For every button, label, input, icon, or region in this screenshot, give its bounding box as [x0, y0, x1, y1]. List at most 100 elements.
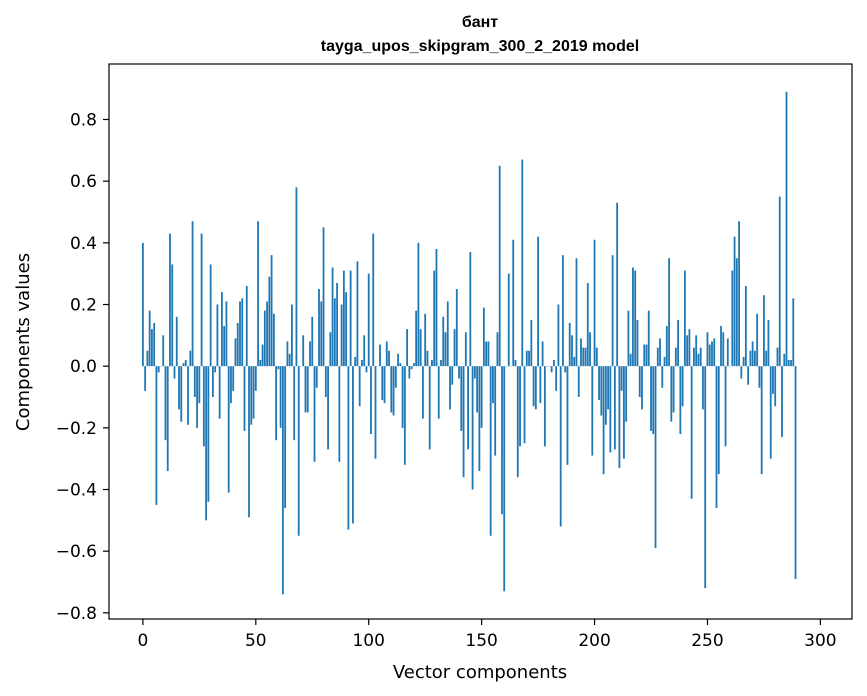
bar-133 [442, 316, 445, 367]
bar-170 [525, 350, 528, 367]
bar-23 [193, 366, 196, 397]
bar-181 [550, 366, 553, 373]
bar-205 [604, 366, 607, 425]
bar-9 [162, 335, 165, 367]
bar-231 [663, 356, 666, 367]
bar-68 [295, 187, 298, 367]
x-tick-label: 200 [578, 631, 610, 651]
bar-190 [571, 335, 573, 367]
bar-55 [266, 301, 268, 367]
bar-271 [753, 350, 756, 367]
bar-274 [760, 366, 763, 475]
bar-101 [370, 366, 372, 434]
bar-83 [329, 332, 332, 367]
bar-46 [245, 286, 248, 367]
bar-172 [530, 319, 533, 367]
bar-92 [349, 270, 352, 367]
bar-115 [401, 366, 404, 428]
bar-13 [171, 264, 174, 367]
bar-88 [340, 304, 343, 367]
bar-275 [763, 295, 765, 367]
bar-147 [473, 366, 476, 379]
bar-288 [792, 298, 795, 367]
bar-109 [388, 350, 390, 367]
bar-266 [742, 356, 745, 367]
bar-253 [713, 338, 716, 367]
bar-42 [236, 323, 239, 367]
bar-87 [338, 366, 341, 462]
bar-91 [347, 366, 350, 530]
bar-59 [275, 366, 278, 441]
y-tick-label: 0.4 [70, 234, 97, 254]
bar-279 [772, 366, 774, 394]
bar-14 [173, 366, 176, 379]
bar-192 [575, 258, 578, 367]
bar-63 [284, 366, 287, 508]
bar-123 [419, 329, 422, 367]
bar-72 [304, 366, 307, 413]
bar-227 [654, 366, 657, 549]
bar-73 [306, 366, 309, 413]
bar-155 [492, 366, 494, 404]
bar-40 [232, 366, 235, 391]
bar-130 [435, 249, 438, 367]
bar-107 [383, 366, 386, 404]
bar-21 [189, 350, 192, 367]
x-tick-label: 0 [137, 631, 148, 651]
bar-238 [679, 366, 682, 434]
bar-117 [406, 329, 409, 367]
bar-151 [482, 307, 485, 367]
bar-220 [638, 366, 641, 397]
bar-141 [460, 366, 463, 431]
bar-281 [776, 347, 779, 367]
bar-113 [397, 353, 399, 367]
bar-249 [704, 366, 707, 589]
bar-280 [774, 366, 777, 407]
bar-188 [566, 366, 569, 465]
bar-208 [611, 255, 614, 367]
bar-207 [609, 366, 612, 453]
bar-12 [169, 233, 171, 367]
bar-129 [433, 270, 436, 367]
bar-154 [489, 366, 492, 536]
bar-257 [722, 332, 725, 367]
bar-76 [313, 366, 316, 462]
bar-259 [726, 338, 729, 367]
bar-159 [501, 366, 503, 515]
bar-26 [200, 233, 203, 367]
bar-47 [248, 366, 250, 518]
bar-135 [446, 301, 449, 367]
bar-94 [354, 356, 357, 367]
bar-140 [458, 366, 460, 379]
plot-area-frame [108, 63, 853, 620]
bar-58 [272, 313, 275, 367]
bar-32 [214, 366, 217, 373]
bar-85 [333, 298, 336, 367]
bar-144 [467, 366, 469, 450]
bar-60 [277, 366, 280, 370]
bar-169 [523, 366, 526, 444]
bar-247 [699, 347, 702, 367]
bar-186 [562, 255, 564, 367]
bar-195 [582, 347, 585, 367]
bar-222 [643, 344, 646, 367]
bar-36 [223, 326, 226, 367]
bar-1 [144, 366, 147, 391]
bar-250 [706, 332, 709, 367]
bar-168 [521, 159, 524, 367]
bar-102 [372, 233, 375, 367]
bar-54 [263, 310, 266, 367]
bar-51 [257, 221, 259, 367]
bar-254 [715, 366, 718, 508]
bar-125 [424, 313, 427, 367]
bar-256 [720, 326, 722, 367]
bar-164 [512, 239, 515, 367]
bar-285 [785, 91, 788, 367]
bar-45 [243, 366, 246, 431]
y-tick-label: −0.2 [56, 419, 97, 439]
bar-174 [534, 366, 537, 410]
bar-206 [607, 366, 609, 410]
bar-167 [519, 366, 521, 447]
bar-28 [205, 366, 208, 521]
bar-160 [503, 366, 506, 592]
